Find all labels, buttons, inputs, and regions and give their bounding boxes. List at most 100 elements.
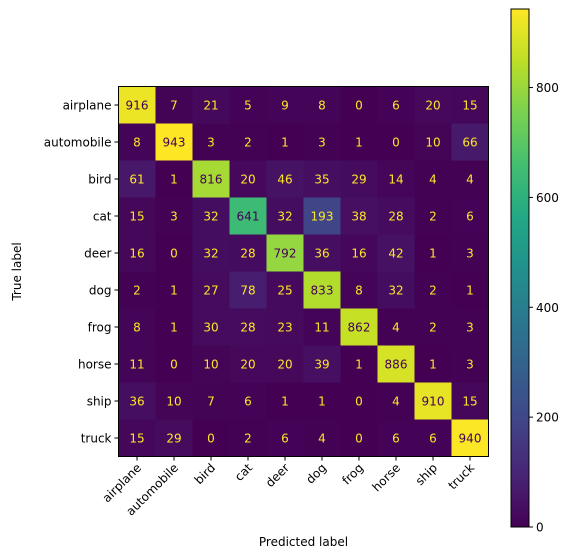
heatmap-cell	[303, 419, 341, 457]
colorbar-ticks: 0 200 400 600 800	[529, 81, 559, 535]
heatmap-cell	[377, 160, 415, 198]
cell-value-label: 16	[129, 247, 144, 261]
cell-value-label: 28	[240, 247, 255, 261]
heatmap-cell	[229, 308, 267, 346]
cell-value-label: 66	[462, 136, 477, 150]
heatmap-cell	[118, 160, 156, 198]
cell-value-label: 39	[314, 358, 329, 372]
cell-value-label: 0	[355, 395, 363, 409]
heatmap-cell	[192, 123, 230, 161]
heatmap-cell	[192, 382, 230, 420]
heatmap-cell	[451, 308, 489, 346]
heatmap-cell	[303, 86, 341, 124]
heatmap-cell	[229, 345, 267, 383]
cell-value-label: 7	[170, 99, 178, 113]
heatmap-cell	[155, 86, 193, 124]
heatmap-cell	[340, 234, 378, 272]
cell-value-label: 4	[466, 173, 474, 187]
cell-value-label: 25	[277, 284, 292, 298]
cell-value-label: 20	[240, 173, 255, 187]
cell-value-label: 6	[466, 210, 474, 224]
cell-value-label: 10	[166, 395, 181, 409]
cell-value-label: 4	[429, 173, 437, 187]
heatmap-cell	[266, 86, 304, 124]
cell-value-label: 3	[318, 136, 326, 150]
cell-value-label: 23	[277, 321, 292, 335]
cell-value-label: 10	[203, 358, 218, 372]
heatmap-cell	[118, 345, 156, 383]
y-tick-label: airplane	[63, 99, 112, 113]
cell-value-label: 38	[351, 210, 366, 224]
heatmap-cell	[340, 345, 378, 383]
cell-value-label: 29	[166, 432, 181, 446]
cell-value-label: 6	[392, 99, 400, 113]
cell-value-label: 10	[425, 136, 440, 150]
y-tick-label: truck	[81, 432, 112, 446]
y-tick-label: deer	[84, 247, 111, 261]
heatmap-cell	[155, 234, 193, 272]
heatmap-cell	[192, 345, 230, 383]
heatmap-cell	[155, 345, 193, 383]
cell-value-label: 2	[429, 210, 437, 224]
y-axis: airplane automobile bird cat deer dog frog hors…	[44, 99, 119, 446]
heatmap-cell	[377, 271, 415, 309]
cell-value-label: 0	[170, 358, 178, 372]
cell-value-label: 32	[388, 284, 403, 298]
heatmap-cell	[451, 160, 489, 198]
cell-value-label: 1	[170, 321, 178, 335]
cell-value-label: 11	[129, 358, 144, 372]
heatmap-cell	[414, 123, 452, 161]
heatmap-cell	[229, 160, 267, 198]
cell-value-label: 5	[244, 99, 252, 113]
heatmap-cell	[340, 123, 378, 161]
cell-value-label: 8	[133, 321, 141, 335]
heatmap-cell	[155, 308, 193, 346]
cell-value-label: 1	[281, 136, 289, 150]
y-tick-label: ship	[87, 395, 112, 409]
cell-value-label: 3	[207, 136, 215, 150]
heatmap-cell	[377, 345, 415, 383]
heatmap-cell	[229, 197, 267, 235]
heatmap-cell	[118, 197, 156, 235]
cell-value-label: 61	[129, 173, 144, 187]
heatmap-cell	[340, 382, 378, 420]
heatmap-cell	[192, 197, 230, 235]
cell-value-label: 2	[244, 136, 252, 150]
cell-value-label: 11	[314, 321, 329, 335]
cell-value-label: 943	[163, 136, 186, 150]
heatmap-cell	[414, 382, 452, 420]
cell-value-label: 816	[200, 173, 223, 187]
cell-value-label: 3	[170, 210, 178, 224]
heatmap-cell	[340, 308, 378, 346]
heatmap-cell	[414, 345, 452, 383]
heatmap-cell	[340, 419, 378, 457]
heatmap-cell	[414, 308, 452, 346]
heatmap-cell	[192, 308, 230, 346]
heatmap-cell	[266, 160, 304, 198]
heatmap-cell	[377, 234, 415, 272]
cell-value-label: 833	[311, 284, 334, 298]
colorbar-tick-label: 0	[536, 521, 544, 535]
heatmap-cell	[303, 234, 341, 272]
cell-value-label: 9	[281, 99, 289, 113]
heatmap-cell	[377, 86, 415, 124]
heatmap-cell	[155, 271, 193, 309]
heatmap-cell	[118, 308, 156, 346]
heatmap-cell	[377, 419, 415, 457]
heatmap-cell	[118, 419, 156, 457]
cell-value-label: 6	[429, 432, 437, 446]
cell-value-label: 193	[311, 210, 334, 224]
cell-value-label: 8	[133, 136, 141, 150]
heatmap-cell	[192, 271, 230, 309]
x-axis-title: Predicted label	[259, 535, 348, 549]
y-tick-label: dog	[89, 284, 112, 298]
heatmap-cell	[377, 382, 415, 420]
heatmap-cells	[118, 86, 489, 457]
heatmap-cell	[340, 160, 378, 198]
cell-value-label: 0	[170, 247, 178, 261]
cell-value-label: 15	[129, 432, 144, 446]
cell-value-label: 1	[429, 358, 437, 372]
heatmap-cell	[303, 123, 341, 161]
